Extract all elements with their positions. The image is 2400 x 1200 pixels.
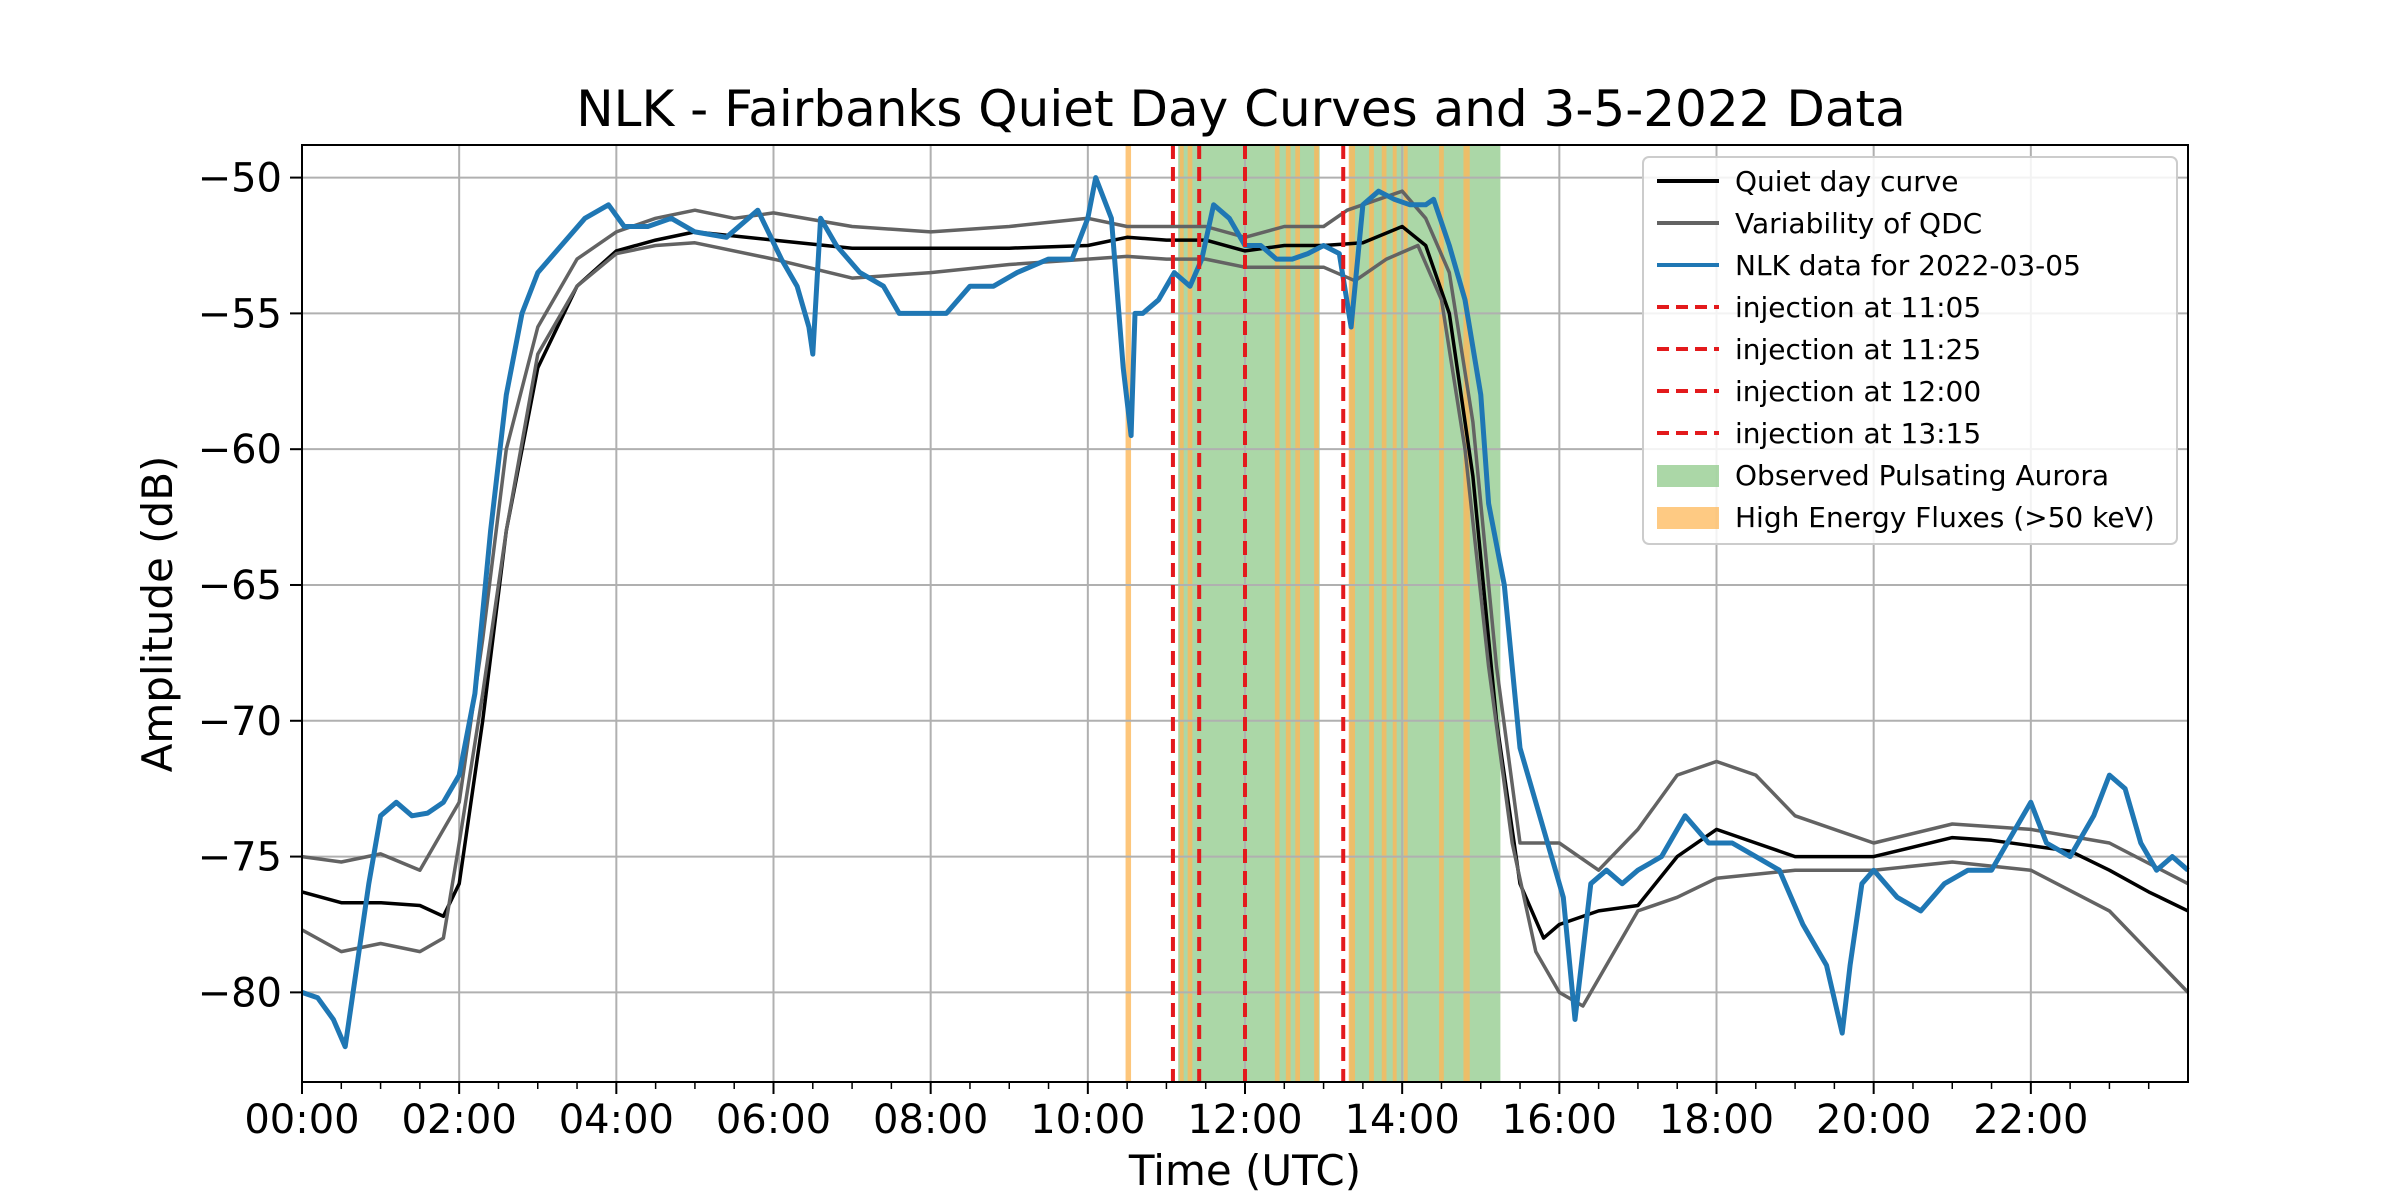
y-axis-label: Amplitude (dB): [133, 456, 182, 773]
legend-swatch-7: [1657, 465, 1719, 487]
x-tick-label-8: 16:00: [1502, 1097, 1617, 1143]
y-tick-label-6: −80: [198, 970, 282, 1016]
legend-label-4: injection at 11:25: [1735, 333, 1981, 366]
x-tick-label-3: 06:00: [716, 1097, 831, 1143]
x-tick-label-11: 22:00: [1973, 1097, 2088, 1143]
legend-label-3: injection at 11:05: [1735, 291, 1981, 324]
x-tick-label-4: 08:00: [873, 1097, 988, 1143]
x-tick-label-0: 00:00: [244, 1097, 359, 1143]
y-tick-label-2: −60: [198, 427, 282, 473]
flux-span-13: [1463, 145, 1470, 1082]
legend-label-0: Quiet day curve: [1735, 165, 1959, 198]
shaded-spans: [1125, 145, 1501, 1082]
y-tick-label-3: −65: [198, 563, 282, 609]
x-tick-label-5: 10:00: [1030, 1097, 1145, 1143]
x-axis-label: Time (UTC): [1128, 1146, 1361, 1195]
x-tick-label-6: 12:00: [1187, 1097, 1302, 1143]
chart-title: NLK - Fairbanks Quiet Day Curves and 3-5…: [576, 80, 1906, 138]
legend-label-6: injection at 13:15: [1735, 417, 1981, 450]
legend-label-5: injection at 12:00: [1735, 375, 1981, 408]
y-tick-label-0: −50: [198, 156, 282, 202]
x-axis-ticks: 00:00 02:00 04:00 06:00 08:00 10:00 12:00 14:00…: [244, 1082, 2150, 1143]
x-tick-label-2: 04:00: [559, 1097, 674, 1143]
injection-lines: [1170, 145, 1346, 1082]
series-line-3: [301, 175, 2190, 1050]
flux-span-1: [1179, 145, 1184, 1082]
x-tick-label-9: 18:00: [1659, 1097, 1774, 1143]
flux-span-2: [1187, 145, 1193, 1082]
legend-box: [1642, 156, 2178, 545]
y-tick-label-5: −75: [198, 835, 282, 881]
legend-label-8: High Energy Fluxes (>50 keV): [1735, 501, 2155, 534]
series-lines: [301, 175, 2190, 1050]
flux-span-6: [1314, 145, 1319, 1082]
legend-label-1: Variability of QDC: [1735, 207, 1982, 240]
flux-span-0: [1125, 145, 1132, 1082]
x-tick-label-7: 14:00: [1345, 1097, 1460, 1143]
flux-span-5: [1295, 145, 1301, 1082]
legend-swatch-8: [1657, 507, 1719, 529]
series-line-2: [301, 241, 2190, 1008]
y-tick-label-4: −70: [198, 699, 282, 745]
y-axis-ticks: −50 −55 −60 −65 −70 −75 −80: [198, 156, 302, 1016]
aurora-span-1: [1349, 145, 1501, 1082]
x-tick-label-10: 20:00: [1816, 1097, 1931, 1143]
legend-label-7: Observed Pulsating Aurora: [1735, 459, 2109, 492]
flux-span-3: [1274, 145, 1280, 1082]
flux-span-8: [1369, 145, 1374, 1082]
flux-span-9: [1381, 145, 1387, 1082]
legend: Quiet day curve Variability of QDC NLK dat…: [1642, 156, 2178, 545]
flux-span-10: [1392, 145, 1397, 1082]
series-line-1: [301, 189, 2189, 886]
flux-span-11: [1403, 145, 1408, 1082]
x-tick-label-1: 02:00: [402, 1097, 517, 1143]
legend-label-2: NLK data for 2022-03-05: [1735, 249, 2081, 282]
flux-span-7: [1348, 145, 1356, 1082]
flux-span-4: [1285, 145, 1291, 1082]
flux-span-12: [1439, 145, 1444, 1082]
y-tick-label-1: −55: [198, 291, 282, 337]
